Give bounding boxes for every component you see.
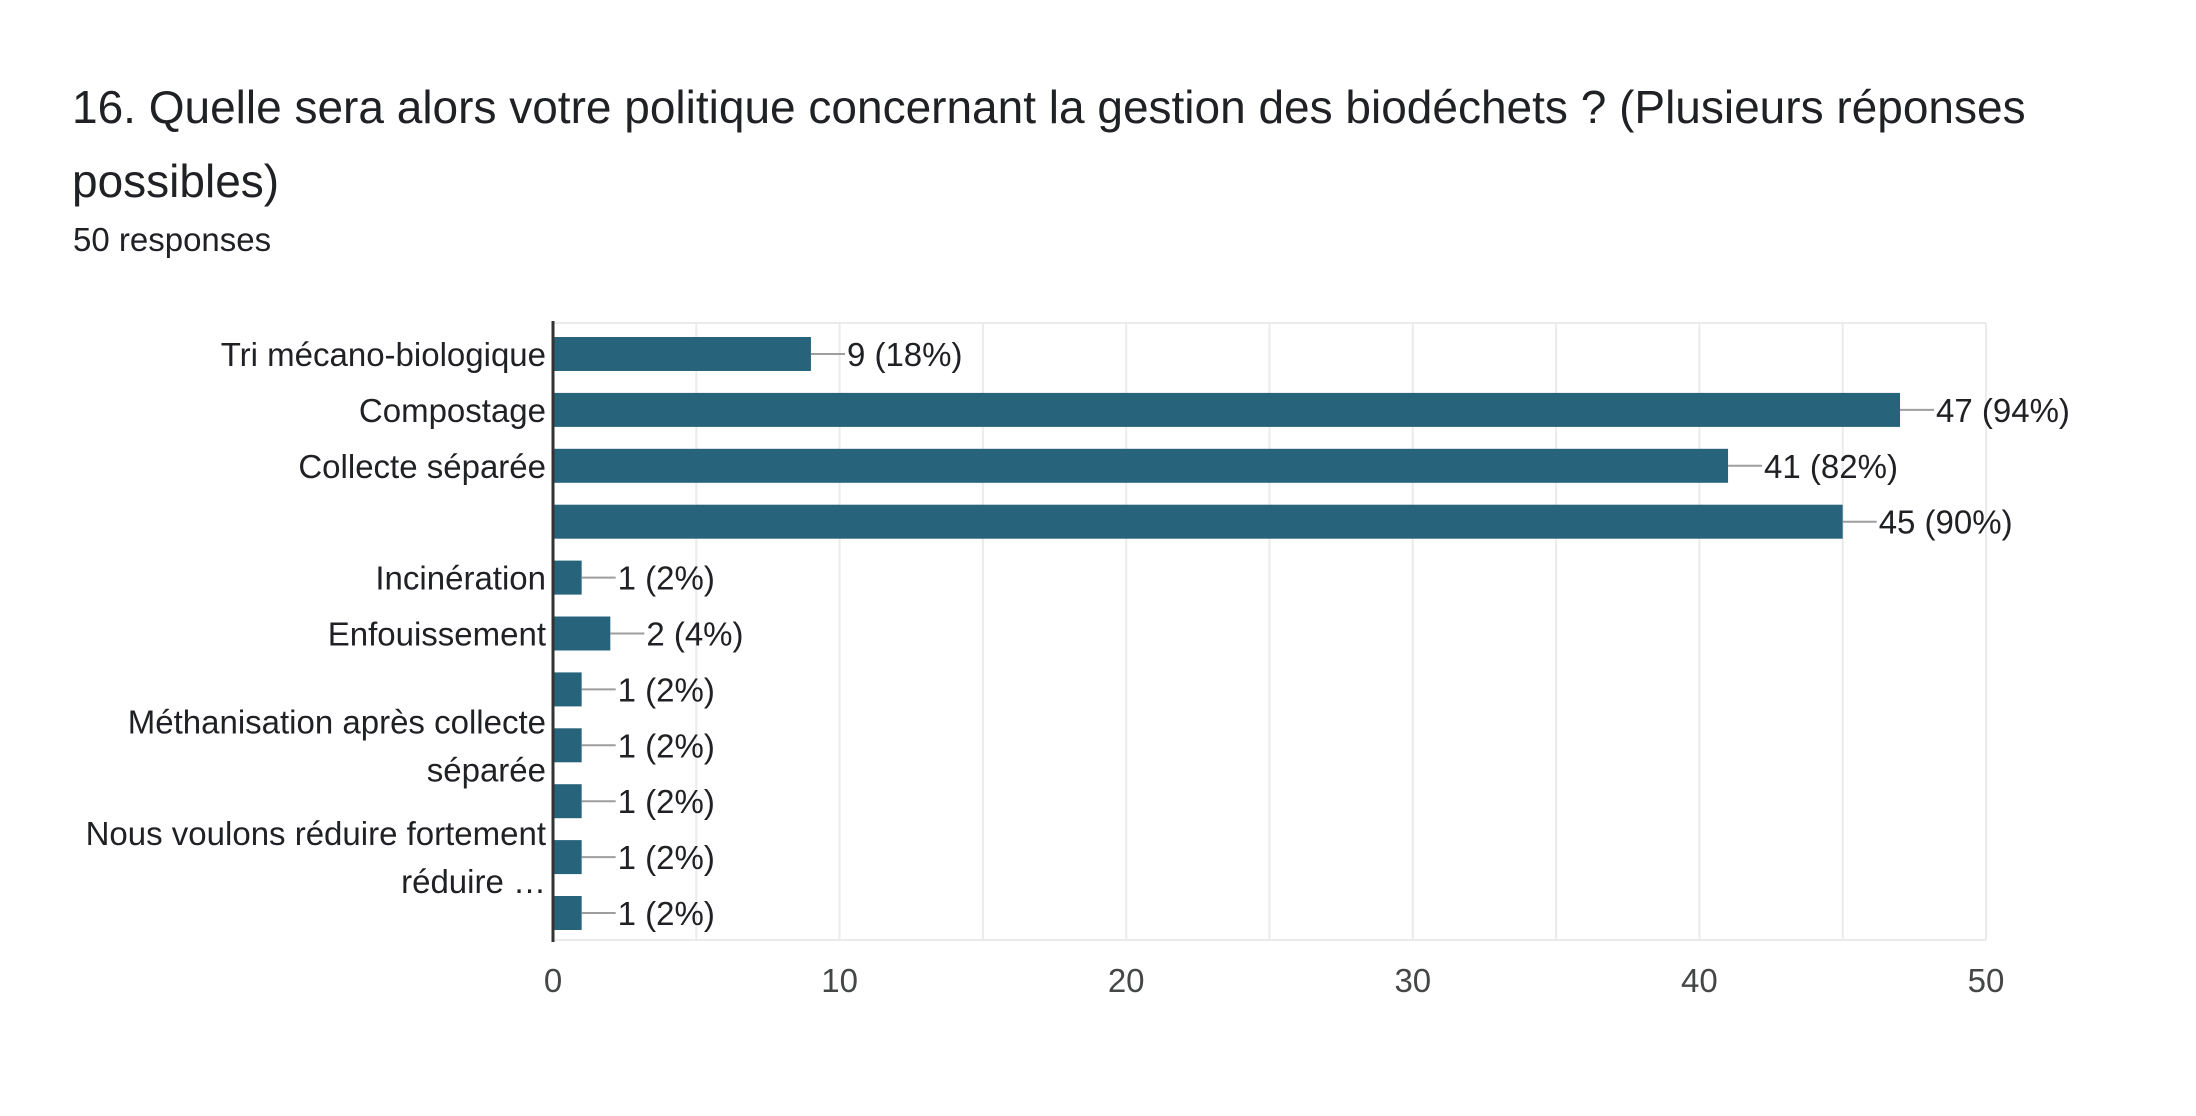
category-label: réduire … [401, 863, 546, 900]
category-label: Enfouissement [328, 616, 546, 653]
bar-value-label: 41 (82%) [1764, 448, 1898, 485]
bars [553, 337, 1901, 930]
bar[interactable] [553, 896, 582, 930]
bar-value-label: 1 (2%) [618, 783, 715, 820]
bar-value-label: 1 (2%) [618, 727, 715, 764]
bar[interactable] [553, 616, 611, 651]
bar[interactable] [553, 840, 582, 875]
bar[interactable] [553, 672, 582, 707]
category-label: Incinération [375, 560, 546, 597]
bar-value-label: 1 (2%) [618, 895, 715, 932]
question-title: 16. Quelle sera alors votre politique co… [72, 81, 2026, 207]
x-axis-ticks: 0 10 20 30 40 50 [544, 962, 2005, 999]
response-count: 50 responses [73, 221, 272, 258]
bar-value-label: 1 (2%) [618, 560, 715, 597]
x-tick-label: 0 [544, 962, 562, 999]
category-labels: Tri mécano-biologique Compostage Collecte … [86, 336, 546, 900]
category-label: séparée [427, 751, 546, 788]
bar-value-label: 2 (4%) [646, 616, 743, 653]
bar[interactable] [553, 560, 582, 595]
bar[interactable] [553, 784, 582, 819]
bar[interactable] [553, 504, 1843, 539]
category-label: Collecte séparée [298, 448, 546, 485]
bar-value-label: 9 (18%) [847, 336, 963, 373]
bar[interactable] [553, 728, 582, 763]
bar[interactable] [553, 392, 1901, 427]
x-tick-label: 40 [1681, 962, 1718, 999]
x-tick-label: 30 [1394, 962, 1431, 999]
bar-value-label: 1 (2%) [618, 671, 715, 708]
bar-value-label: 1 (2%) [618, 839, 715, 876]
category-label: Nous voulons réduire fortement [86, 815, 546, 852]
value-labels: 9 (18%) 47 (94%) 41 (82%) 45 (90%) 1 (2%) 2 (… [581, 336, 2070, 932]
x-tick-label: 50 [1968, 962, 2005, 999]
bar-value-label: 45 (90%) [1879, 504, 2013, 541]
x-tick-label: 20 [1108, 962, 1145, 999]
x-tick-label: 10 [821, 962, 858, 999]
category-label: Méthanisation après collecte [128, 703, 546, 740]
category-label: Compostage [359, 392, 546, 429]
category-label: Tri mécano-biologique [221, 336, 546, 373]
bar-value-label: 47 (94%) [1936, 392, 2070, 429]
bar[interactable] [553, 337, 811, 371]
bar[interactable] [553, 448, 1729, 483]
